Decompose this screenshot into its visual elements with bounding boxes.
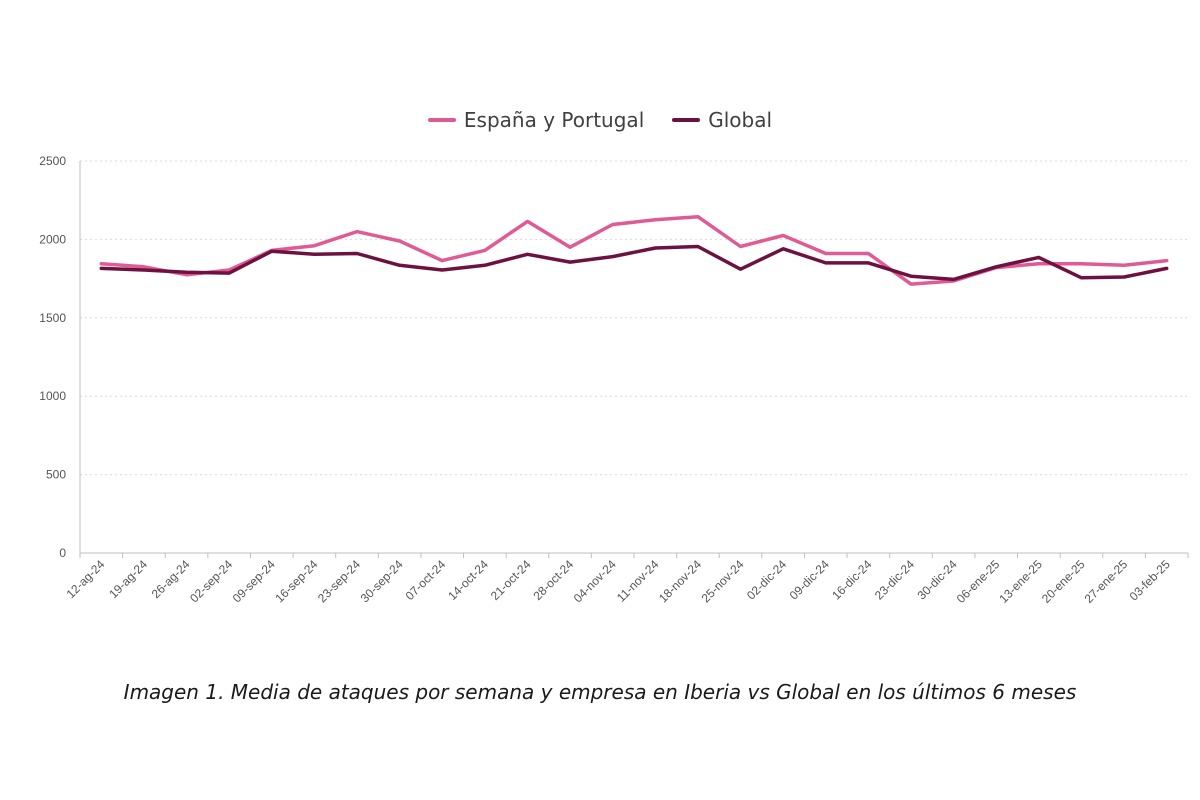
x-tick-label-06-ene-25: 06-ene-25 <box>954 557 1003 606</box>
legend-swatch-global <box>672 118 701 122</box>
x-tick-label-09-dic-24: 09-dic-24 <box>787 557 833 603</box>
legend-label-espana-portugal: España y Portugal <box>463 108 645 132</box>
y-tick-label-1000: 1000 <box>39 389 66 403</box>
x-tick-label-07-oct-24: 07-oct-24 <box>403 557 449 603</box>
x-tick-label-03-feb-25: 03-feb-25 <box>1127 557 1173 603</box>
y-tick-label-2000: 2000 <box>39 232 66 246</box>
x-tick-label-23-dic-24: 23-dic-24 <box>872 557 918 603</box>
x-tick-label-11-nov-24: 11-nov-24 <box>614 557 662 605</box>
figure-caption: Imagen 1. Media de ataques por semana y … <box>123 680 1077 704</box>
x-tick-label-02-dic-24: 02-dic-24 <box>744 557 790 603</box>
x-tick-label-23-sep-24: 23-sep-24 <box>315 557 363 605</box>
legend-item-global: Global <box>672 108 772 132</box>
x-tick-label-27-ene-25: 27-ene-25 <box>1082 557 1131 606</box>
y-tick-label-1500: 1500 <box>39 311 66 325</box>
x-tick-label-16-sep-24: 16-sep-24 <box>272 557 320 605</box>
legend-item-espana-portugal: España y Portugal <box>427 108 645 132</box>
x-tick-label-25-nov-24: 25-nov-24 <box>699 557 747 605</box>
x-tick-label-13-ene-25: 13-ene-25 <box>996 557 1045 606</box>
x-tick-label-20-ene-25: 20-ene-25 <box>1039 557 1088 606</box>
y-tick-label-2500: 2500 <box>39 154 66 168</box>
x-tick-label-09-sep-24: 09-sep-24 <box>230 557 278 605</box>
x-tick-label-12-ag-24: 12-ag-24 <box>64 557 108 601</box>
chart-legend: España y Portugal Global <box>0 108 1200 132</box>
x-tick-label-02-sep-24: 02-sep-24 <box>187 557 235 605</box>
y-tick-label-0: 0 <box>59 546 66 560</box>
legend-label-global: Global <box>708 108 773 132</box>
x-tick-label-28-oct-24: 28-oct-24 <box>530 557 576 603</box>
y-tick-label-500: 500 <box>46 468 66 482</box>
x-tick-label-30-sep-24: 30-sep-24 <box>358 557 406 605</box>
x-tick-label-04-nov-24: 04-nov-24 <box>571 557 619 605</box>
x-tick-label-16-dic-24: 16-dic-24 <box>829 557 875 603</box>
series-line-espana-portugal <box>99 214 1169 286</box>
x-tick-label-21-oct-24: 21-oct-24 <box>488 557 534 603</box>
x-tick-label-19-ag-24: 19-ag-24 <box>106 557 150 601</box>
x-tick-label-18-nov-24: 18-nov-24 <box>656 557 704 605</box>
series-line-global <box>99 244 1169 282</box>
legend-swatch-espana-portugal <box>427 118 456 122</box>
x-tick-label-14-oct-24: 14-oct-24 <box>445 557 491 603</box>
x-tick-label-26-ag-24: 26-ag-24 <box>149 557 193 601</box>
